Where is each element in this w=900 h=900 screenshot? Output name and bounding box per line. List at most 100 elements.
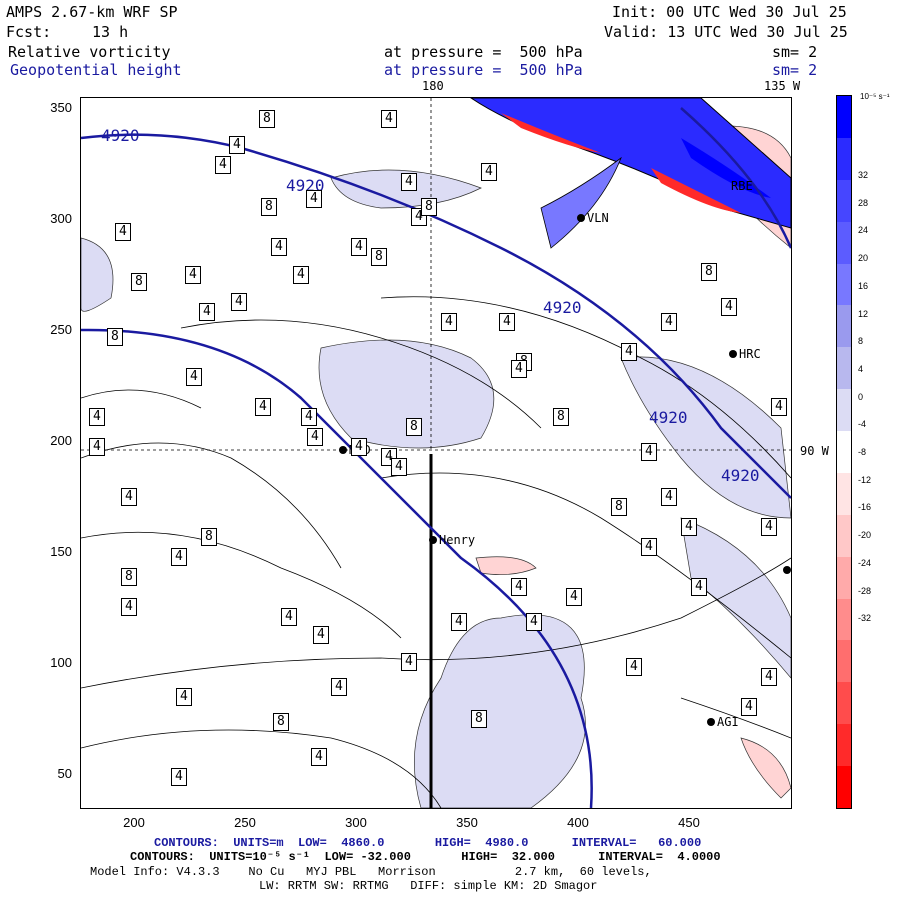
contour-value-box: 8 [701,263,717,281]
colorbar-segment [837,640,851,683]
colorbar-label: 32 [858,170,869,180]
colorbar-label: 28 [858,197,869,208]
contour-value-box: 4 [626,658,642,676]
y-tick-250: 250 [50,322,72,337]
colorbar-units: 10⁻⁵ s⁻¹ [860,92,890,101]
contour-value-box: 4 [381,110,397,128]
contour-value-box: 4 [351,238,367,256]
contour-value-box: 4 [311,748,327,766]
contour-value-box: 4 [621,343,637,361]
colorbar-label: -4 [858,419,867,430]
contour-value-box: 8 [273,713,289,731]
init-time: Init: 00 UTC Wed 30 Jul 25 [612,3,847,21]
valid-time: Valid: 13 UTC Wed 30 Jul 25 [604,23,848,41]
intense-vorticity-band [469,97,792,249]
contour-value-box: 4 [171,768,187,786]
contour-value-box: 4 [313,626,329,644]
meridian-label-90w: 90 W [800,444,829,458]
contour-value-box: 8 [201,528,217,546]
x-tick-300: 300 [345,815,367,830]
contour-value-box: 4 [307,428,323,446]
contour-value-box: 4 [741,698,757,716]
stations [339,214,791,726]
colorbar [836,95,852,809]
forecast-hour: 13 h [92,23,129,41]
contour-value-box: 4 [761,518,777,536]
contour-value-box: 4 [641,443,657,461]
y-tick-200: 200 [50,433,72,448]
contour-value-box: 8 [611,498,627,516]
footer-model-info: Model Info: V4.3.3 No Cu MYJ PBL Morriso… [90,865,652,879]
contour-value-box: 4 [215,156,231,174]
colorbar-label: -8 [858,447,867,457]
footer-physics: LW: RRTM SW: RRTMG DIFF: simple KM: 2D S… [259,879,598,893]
field-1-level: at pressure = 500 hPa [384,43,583,61]
x-tick-400: 400 [567,815,589,830]
station-hrc: HRC [739,347,761,361]
contour-value-box: 4 [661,488,677,506]
field-2-name: Geopotential height [10,61,182,79]
colorbar-label: 24 [858,225,869,236]
meridian-label-135w: 135 W [764,79,801,93]
x-tick-450: 450 [678,815,700,830]
contour-value-box: 4 [331,678,347,696]
vorticity-contours [80,296,792,809]
y-tick-50: 50 [57,766,72,781]
contour-value-box: 4 [301,408,317,426]
reference-lines [81,98,791,451]
station-agi: AGI [717,715,739,729]
meridian-label-180: 180 [422,79,444,93]
x-tick-250: 250 [234,815,256,830]
field-1-smoothing: sm= 2 [772,43,818,61]
contour-value-box: 8 [421,198,437,216]
field-2-level: at pressure = 500 hPa [384,61,583,79]
colorbar-segment [837,472,851,515]
contour-value-box: 8 [131,273,147,291]
map-panel: McD Henry HRC AGI VLN RBE 4920 4920 4920… [80,97,793,809]
contour-value-box: 4 [231,293,247,311]
colorbar-label: -20 [858,530,872,541]
contour-value-box: 4 [641,538,657,556]
colorbar-segment [837,431,851,473]
contour-value-box: 8 [107,328,123,346]
contour-value-box: 4 [499,313,515,331]
contour-value-box: 4 [661,313,677,331]
colorbar-label: -24 [858,557,872,568]
field-1-name: Relative vorticity [8,43,171,61]
colorbar-label: 12 [858,308,869,319]
contour-value-box: 4 [306,190,322,208]
y-tick-100: 100 [50,655,72,670]
contour-value-box: 4 [566,588,582,606]
colorbar-label: -12 [858,474,872,485]
contour-value-box: 4 [351,438,367,456]
contour-value-box: 4 [115,223,131,241]
map-svg [80,97,793,809]
contour-value-box: 4 [511,360,527,378]
contour-value-box: 4 [771,398,787,416]
contour-value-box: 4 [229,136,245,154]
geopotential-contours [80,107,793,809]
height-label-2: 4920 [286,176,325,195]
height-label-1: 4920 [101,126,140,145]
contour-value-box: 4 [391,458,407,476]
contour-value-box: 4 [121,598,137,616]
colorbar-segment [837,305,851,348]
contour-value-box: 8 [406,418,422,436]
x-tick-350: 350 [456,815,478,830]
colorbar-label: -32 [858,613,872,624]
contour-value-box: 4 [293,266,309,284]
height-label-5: 4920 [721,466,760,485]
colorbar-label: 4 [858,363,864,374]
contour-value-box: 4 [171,548,187,566]
contour-value-box: 4 [271,238,287,256]
contour-value-box: 4 [691,578,707,596]
footer-contours-vorticity: CONTOURS: UNITS=10⁻⁵ s⁻¹ LOW= -32.000 HI… [130,850,721,864]
colorbar-label: 20 [858,253,869,264]
contour-value-box: 4 [186,368,202,386]
contour-value-box: 4 [89,408,105,426]
contour-value-box: 4 [255,398,271,416]
contour-value-box: 4 [185,266,201,284]
contour-value-box: 8 [121,568,137,586]
contour-value-box: 8 [553,408,569,426]
